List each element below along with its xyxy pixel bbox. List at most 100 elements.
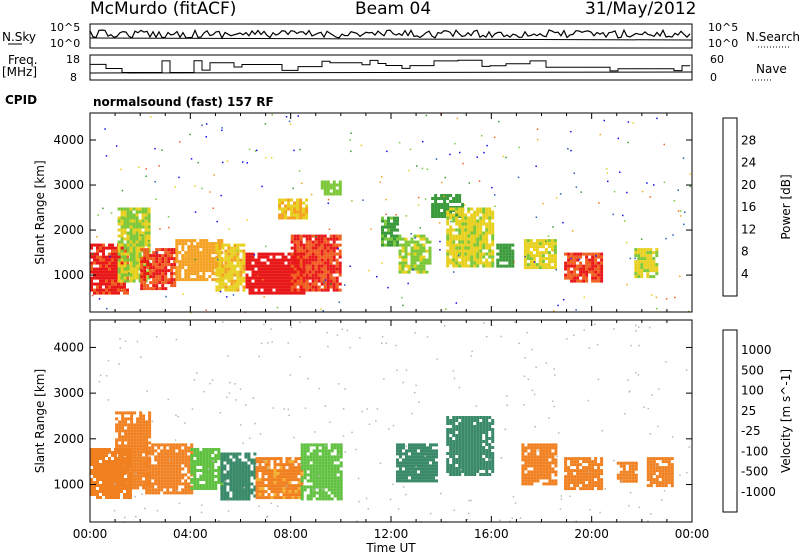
heatmap-cell <box>570 457 574 461</box>
heatmap-cell <box>232 467 236 471</box>
heatmap-cell <box>267 460 271 464</box>
heatmap-cell <box>426 467 429 471</box>
scatter-point <box>145 175 147 177</box>
heatmap-cell <box>111 258 114 262</box>
heatmap-cell <box>527 470 531 474</box>
scatter-point <box>232 294 235 296</box>
heatmap-cell <box>96 460 99 463</box>
heatmap-cell <box>124 468 128 472</box>
heatmap-cell <box>133 426 137 430</box>
heatmap-cell <box>205 269 209 273</box>
heatmap-cell <box>124 450 128 454</box>
heatmap-cell <box>175 443 179 447</box>
heatmap-cell <box>622 473 626 477</box>
heatmap-cell <box>312 485 316 489</box>
heatmap-cell <box>245 258 249 262</box>
heatmap-cell <box>120 228 124 232</box>
heatmap-cell <box>120 255 124 259</box>
heatmap-cell <box>108 279 111 283</box>
heatmap-cell <box>339 491 343 495</box>
heatmap-cell <box>158 248 162 252</box>
scatter-point <box>533 261 536 263</box>
heatmap-cell <box>172 467 176 471</box>
heatmap-cell <box>90 469 93 472</box>
heatmap-cell <box>329 192 333 196</box>
heatmap-cell <box>267 457 271 461</box>
heatmap-cell <box>263 276 267 280</box>
heatmap-cell <box>461 428 465 431</box>
heatmap-cell <box>485 216 489 220</box>
heatmap-cell <box>600 279 604 283</box>
heatmap-cell <box>330 485 334 489</box>
heatmap-cell <box>479 252 483 256</box>
heatmap-cell <box>542 467 546 471</box>
heatmap-cell <box>290 267 294 271</box>
heatmap-cell <box>588 472 592 476</box>
scatter-point <box>679 275 681 278</box>
heatmap-cell <box>136 477 140 481</box>
heatmap-cell <box>190 260 194 264</box>
heatmap-cell <box>248 288 252 292</box>
heatmap-cell <box>115 438 119 442</box>
heatmap-cell <box>230 273 234 277</box>
heatmap-cell <box>314 285 318 289</box>
heatmap-cell <box>129 490 132 493</box>
heatmap-cell <box>309 455 313 459</box>
heatmap-cell <box>257 276 261 280</box>
heatmap-cell <box>276 472 280 476</box>
heatmap-cell <box>336 467 340 471</box>
heatmap-cell <box>290 216 294 220</box>
heatmap-cell <box>148 446 152 450</box>
heatmap-cell <box>220 467 224 471</box>
heatmap-cell <box>220 464 224 468</box>
heatmap-cell <box>140 275 144 279</box>
heatmap-cell <box>338 192 342 196</box>
heatmap-cell <box>132 231 136 235</box>
heatmap-cell <box>160 485 164 489</box>
heatmap-cell <box>284 291 288 295</box>
heatmap-cell <box>446 440 450 443</box>
heatmap-cell <box>423 464 426 468</box>
heatmap-cell <box>416 255 420 259</box>
heatmap-cell <box>133 429 137 433</box>
heatmap-cell <box>148 449 152 453</box>
heatmap-cell <box>120 207 124 211</box>
heatmap-cell <box>482 419 486 422</box>
heatmap-cell <box>290 207 294 211</box>
freq-tick-high: 18 <box>66 53 80 66</box>
heatmap-cell <box>235 458 239 462</box>
heatmap-cell <box>132 279 136 283</box>
heatmap-cell <box>235 485 239 489</box>
heatmap-cell <box>193 248 197 252</box>
heatmap-cell <box>458 200 462 203</box>
heatmap-cell <box>147 243 151 247</box>
heatmap-cell <box>314 288 318 292</box>
heatmap-cell <box>108 484 111 487</box>
heatmap-cell <box>479 228 483 232</box>
heatmap-cell <box>247 482 251 486</box>
heatmap-cell <box>127 480 131 484</box>
heatmap-cell <box>244 491 248 495</box>
heatmap-cell <box>118 474 122 478</box>
heatmap-cell <box>488 416 492 419</box>
heatmap-cell <box>141 240 145 244</box>
heatmap-cell <box>440 203 444 206</box>
heatmap-cell <box>238 464 242 468</box>
heatmap-cell <box>464 237 468 241</box>
heatmap-cell <box>461 228 465 232</box>
heatmap-cell <box>230 258 234 262</box>
heatmap-cell <box>258 478 262 482</box>
heatmap-cell <box>108 463 111 466</box>
heatmap-cell <box>181 248 185 252</box>
heatmap-cell <box>476 443 480 446</box>
scatter-point <box>110 212 113 214</box>
heatmap-cell <box>139 453 143 457</box>
heatmap-cell <box>312 491 316 495</box>
heatmap-cell <box>264 484 268 488</box>
heatmap-cell <box>329 249 333 253</box>
heatmap-cell <box>245 255 249 259</box>
heatmap-cell <box>149 287 153 291</box>
heatmap-cell <box>138 264 142 268</box>
heatmap-cell <box>241 473 245 477</box>
heatmap-cell <box>588 457 592 461</box>
